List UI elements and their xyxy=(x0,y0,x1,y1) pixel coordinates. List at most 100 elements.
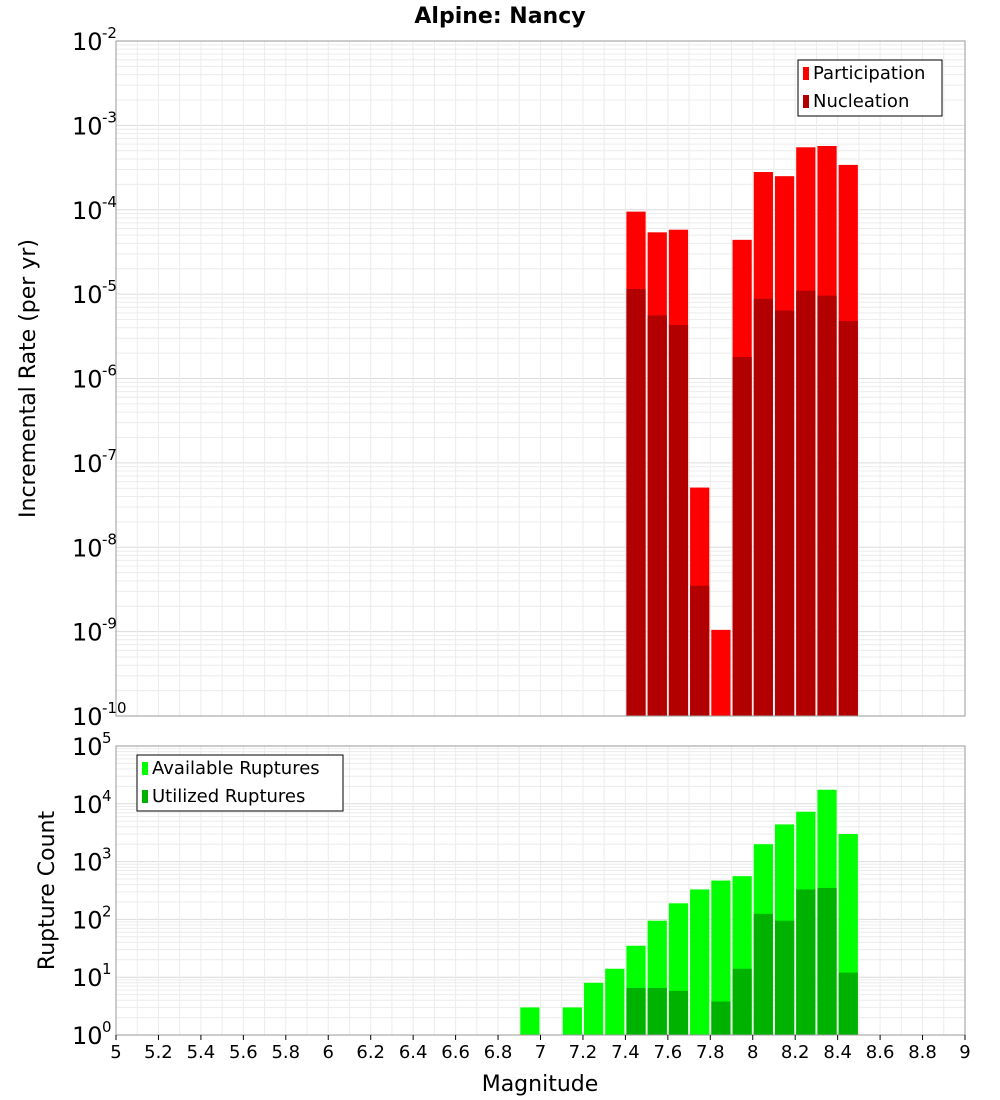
x-tick-label: 5.6 xyxy=(229,1042,258,1063)
bar-nucleation xyxy=(817,295,837,716)
bar-nucleation xyxy=(626,289,646,716)
y-tick-label-base: 10 xyxy=(72,281,103,309)
y-tick-label-exponent: -5 xyxy=(102,277,117,295)
x-axis-ticks: 5 5.2 5.4 5.6 5.8 6 6.2 6.4 6.6 6.8 7 7.2 7.4 7.6 7.8 8… xyxy=(110,1035,971,1063)
legend-swatch xyxy=(803,67,809,80)
y-tick-label-base: 10 xyxy=(72,197,103,225)
bar-utilized-ruptures xyxy=(732,968,752,1035)
bar-nucleation xyxy=(838,321,858,716)
y-tick-label-exponent: 1 xyxy=(102,960,112,978)
bar-utilized-ruptures xyxy=(838,972,858,1035)
legend-label: Participation xyxy=(813,63,925,84)
bar-nucleation xyxy=(668,325,689,716)
bar-utilized-ruptures xyxy=(647,988,667,1035)
y-tick-label-exponent: 5 xyxy=(102,729,112,747)
y-tick-label-exponent: 4 xyxy=(102,787,112,805)
bar-available-ruptures xyxy=(583,982,604,1035)
y-tick-label-exponent: 3 xyxy=(102,845,112,863)
y-tick-label-base: 10 xyxy=(72,964,103,992)
bar-available-ruptures xyxy=(711,880,731,1035)
top-panel-frame xyxy=(115,40,966,717)
bar-utilized-ruptures xyxy=(711,1001,731,1035)
y-tick-label-base: 10 xyxy=(72,112,103,140)
x-tick-label: 8.2 xyxy=(781,1042,810,1063)
x-tick-label: 6 xyxy=(323,1042,334,1063)
x-tick-label: 8.6 xyxy=(866,1042,895,1063)
bar-nucleation xyxy=(732,356,752,716)
bottom-panel-y-axis-label: Rupture Count xyxy=(35,811,60,971)
bar-participation xyxy=(711,629,731,716)
top-panel-y-axis-label: Incremental Rate (per yr) xyxy=(16,239,41,518)
y-tick-label-exponent: -6 xyxy=(102,362,117,380)
x-axis-label: Magnitude xyxy=(482,1072,599,1097)
legend-box xyxy=(136,754,344,812)
x-tick-label: 6.8 xyxy=(484,1042,513,1063)
bar-utilized-ruptures xyxy=(668,990,689,1035)
legend-label: Nucleation xyxy=(813,91,909,112)
y-tick-label-base: 10 xyxy=(72,733,103,761)
legend-box xyxy=(797,59,943,117)
bar-utilized-ruptures xyxy=(753,913,773,1035)
x-tick-label: 7.4 xyxy=(611,1042,640,1063)
x-tick-label: 6.6 xyxy=(441,1042,470,1063)
x-tick-label: 8.8 xyxy=(908,1042,937,1063)
bar-available-ruptures xyxy=(690,889,710,1035)
bar-available-ruptures xyxy=(562,1007,582,1035)
chart-title: Alpine: Nancy xyxy=(414,4,585,29)
legend-swatch xyxy=(142,762,148,775)
x-tick-label: 7.6 xyxy=(654,1042,683,1063)
x-tick-label: 8 xyxy=(747,1042,758,1063)
x-tick-label: 5 xyxy=(110,1042,121,1063)
bar-utilized-ruptures xyxy=(774,920,795,1035)
x-tick-label: 7.2 xyxy=(569,1042,598,1063)
x-tick-label: 7.8 xyxy=(696,1042,725,1063)
y-tick-label-base: 10 xyxy=(72,1022,103,1050)
y-tick-label-base: 10 xyxy=(72,849,103,877)
legend-label: Utilized Ruptures xyxy=(152,786,305,807)
y-tick-label-exponent: -10 xyxy=(102,699,127,717)
x-tick-label: 9 xyxy=(959,1042,970,1063)
y-tick-label-base: 10 xyxy=(72,28,103,56)
bottom-panel-bars xyxy=(520,789,858,1035)
bar-nucleation xyxy=(753,298,773,716)
x-tick-label: 5.2 xyxy=(144,1042,173,1063)
y-tick-label-exponent: 2 xyxy=(102,902,112,920)
y-tick-label-base: 10 xyxy=(72,703,103,731)
x-tick-label: 5.4 xyxy=(187,1042,216,1063)
y-tick-label-base: 10 xyxy=(72,906,103,934)
bottom-panel-legend: Available Ruptures Utilized Ruptures xyxy=(136,754,344,812)
x-tick-label: 8.4 xyxy=(823,1042,852,1063)
y-tick-label-base: 10 xyxy=(72,450,103,478)
legend-swatch xyxy=(142,790,148,803)
y-tick-label-base: 10 xyxy=(72,534,103,562)
y-tick-label-base: 10 xyxy=(72,791,103,819)
top-panel-grid xyxy=(115,41,966,717)
y-tick-label-base: 10 xyxy=(72,366,103,394)
bar-nucleation xyxy=(796,290,816,716)
bar-nucleation xyxy=(647,315,667,716)
y-tick-label-exponent: -3 xyxy=(102,108,117,126)
bar-utilized-ruptures xyxy=(817,887,837,1035)
top-panel-bars xyxy=(626,145,858,717)
bar-available-ruptures xyxy=(605,968,625,1035)
y-tick-label-exponent: -4 xyxy=(102,193,117,211)
y-tick-label-exponent: -9 xyxy=(102,615,117,633)
x-tick-label: 5.8 xyxy=(271,1042,300,1063)
y-tick-label-exponent: -8 xyxy=(102,530,117,548)
bar-available-ruptures xyxy=(520,1007,540,1035)
y-tick-label-exponent: -2 xyxy=(102,24,117,42)
bar-nucleation xyxy=(774,310,795,716)
bar-utilized-ruptures xyxy=(626,988,646,1035)
bar-nucleation xyxy=(690,585,710,716)
x-tick-label: 6.4 xyxy=(399,1042,428,1063)
legend-swatch xyxy=(803,95,809,108)
y-tick-label-exponent: -7 xyxy=(102,446,117,464)
x-tick-label: 6.2 xyxy=(356,1042,385,1063)
x-tick-label: 7 xyxy=(535,1042,546,1063)
y-tick-label-base: 10 xyxy=(72,619,103,647)
